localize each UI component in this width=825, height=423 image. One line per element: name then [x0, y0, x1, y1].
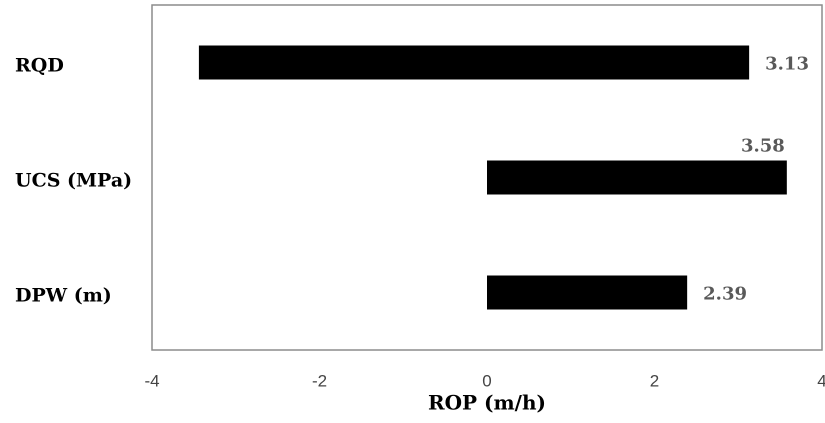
y-tick-label: DPW (m): [15, 285, 112, 307]
x-tick-label: 2: [650, 371, 659, 390]
x-axis-title: ROP (m/h): [428, 391, 546, 415]
value-label: 3.58: [741, 136, 785, 157]
x-tick-label: 0: [482, 371, 491, 390]
x-tick-label: -2: [312, 371, 327, 390]
bar: [198, 45, 750, 80]
x-tick-label: 4: [817, 371, 825, 390]
x-tick-label: -4: [144, 371, 159, 390]
value-label: 2.39: [703, 284, 747, 305]
y-tick-label: UCS (MPa): [15, 170, 132, 192]
plot-frame: [151, 4, 823, 351]
bar: [487, 275, 688, 310]
bar: [487, 160, 787, 195]
y-tick-label: RQD: [15, 55, 64, 77]
value-label: 3.13: [765, 54, 809, 75]
